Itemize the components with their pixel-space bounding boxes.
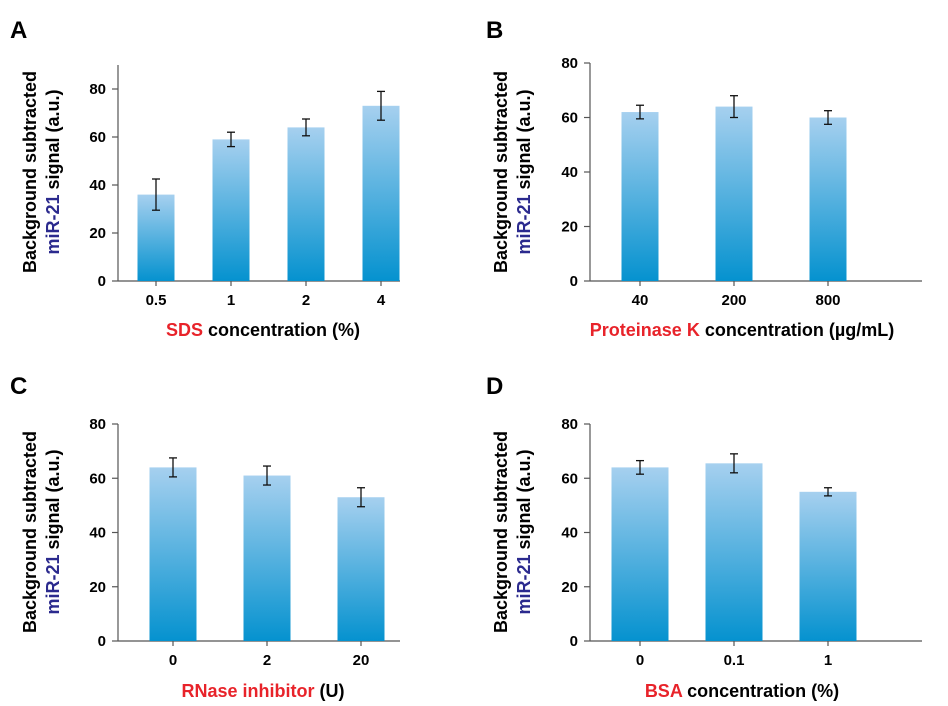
y-tick-label: 40: [89, 525, 106, 542]
x-axis-title-d: BSA concentration (%): [645, 681, 839, 701]
y-axis-title-a: Background subtracted miR-21 signal (a.u.…: [20, 71, 63, 273]
y-axis-title-highlight: miR-21: [43, 554, 63, 614]
x-axis-title-rest: concentration (%): [682, 681, 839, 701]
panel-letter-c: C: [10, 373, 27, 400]
y-tick-label: 60: [561, 110, 578, 127]
y-tick-label: 0: [570, 633, 578, 650]
bar: [287, 127, 325, 282]
bar: [621, 112, 659, 281]
x-tick-label: 0.1: [724, 652, 745, 669]
x-axis-title-b: Proteinase K concentration (µg/mL): [590, 320, 894, 340]
y-tick-label: 40: [561, 525, 578, 542]
x-tick-label: 0.5: [146, 292, 167, 309]
y-tick-label: 80: [89, 416, 106, 433]
panel-letter-d: D: [486, 373, 503, 400]
x-axis-title-highlight: SDS: [166, 320, 203, 340]
y-tick-label: 60: [561, 470, 578, 487]
x-axis-title-rest: concentration (µg/mL): [700, 320, 894, 340]
panel-c: C 0 20 40 60 80 0 2 20 Background subtracted miR-2…: [10, 373, 400, 701]
y-axis-title-rest: signal (a.u.): [43, 89, 63, 194]
y-axis-title-line1: Background subtracted: [491, 71, 511, 273]
x-axis-title-highlight: BSA: [645, 681, 683, 701]
y-tick-label: 80: [89, 81, 106, 98]
y-tick-label: 0: [98, 633, 106, 650]
y-axis-title-rest: signal (a.u.): [43, 449, 63, 554]
y-axis-title-line1: Background subtracted: [20, 431, 40, 633]
x-tick-label: 2: [263, 652, 271, 669]
y-tick-label: 60: [89, 129, 106, 146]
y-tick-label: 40: [89, 177, 106, 194]
x-tick-label: 0: [169, 652, 177, 669]
y-tick-label: 0: [570, 273, 578, 290]
x-axis-title-rest: concentration (%): [203, 320, 360, 340]
bar: [705, 463, 763, 641]
bar: [243, 475, 291, 641]
x-tick-label: 40: [632, 292, 649, 309]
y-axis-title-line1: Background subtracted: [491, 431, 511, 633]
panel-letter-a: A: [10, 17, 27, 44]
panel-letter-b: B: [486, 17, 503, 44]
x-axis-title-highlight: Proteinase K: [590, 320, 700, 340]
bar: [809, 117, 847, 281]
y-tick-label: 20: [89, 225, 106, 242]
x-tick-label: 1: [824, 652, 832, 669]
x-axis-title-rest: (U): [315, 681, 345, 701]
x-tick-label: 2: [302, 292, 310, 309]
y-tick-label: 40: [561, 164, 578, 181]
y-axis-title-highlight: miR-21: [514, 194, 534, 254]
x-axis-title-c: RNase inhibitor (U): [181, 681, 344, 701]
panel-d: D 0 20 40 60 80 0 0.1 1 Background subtracted miR-…: [486, 373, 922, 701]
bar: [212, 139, 250, 281]
y-tick-label: 60: [89, 470, 106, 487]
bar: [149, 467, 197, 641]
y-tick-label: 20: [89, 579, 106, 596]
y-axis-title-d: Background subtracted miR-21 signal (a.u.…: [491, 431, 534, 633]
y-tick-label: 80: [561, 55, 578, 72]
bar: [611, 467, 669, 641]
bar: [799, 491, 857, 641]
y-tick-label: 20: [561, 579, 578, 596]
x-tick-label: 800: [815, 292, 840, 309]
y-axis-title-c: Background subtracted miR-21 signal (a.u.…: [20, 431, 63, 633]
x-tick-label: 4: [377, 292, 386, 309]
x-axis-title-highlight: RNase inhibitor: [181, 681, 314, 701]
y-tick-label: 0: [98, 273, 106, 290]
y-axis-title-rest: signal (a.u.): [514, 89, 534, 194]
panel-a: A 0 20 40 60 80 0.5 1 2 4 Background subtracted miR…: [10, 17, 400, 340]
x-tick-label: 1: [227, 292, 235, 309]
x-tick-label: 0: [636, 652, 644, 669]
y-axis-title-b: Background subtracted miR-21 signal (a.u.…: [491, 71, 534, 273]
panel-b: B 0 20 40 60 80 40 200 800 Background subtracted m…: [486, 17, 922, 340]
x-tick-label: 200: [721, 292, 746, 309]
bar: [337, 497, 385, 641]
y-axis-title-line1: Background subtracted: [20, 71, 40, 273]
y-axis-title-rest: signal (a.u.): [514, 449, 534, 554]
y-tick-label: 80: [561, 416, 578, 433]
y-axis-title-highlight: miR-21: [514, 554, 534, 614]
bar: [715, 106, 753, 281]
bar: [362, 105, 400, 281]
x-tick-label: 20: [353, 652, 370, 669]
y-axis-title-highlight: miR-21: [43, 194, 63, 254]
y-tick-label: 20: [561, 219, 578, 236]
x-axis-title-a: SDS concentration (%): [166, 320, 360, 340]
